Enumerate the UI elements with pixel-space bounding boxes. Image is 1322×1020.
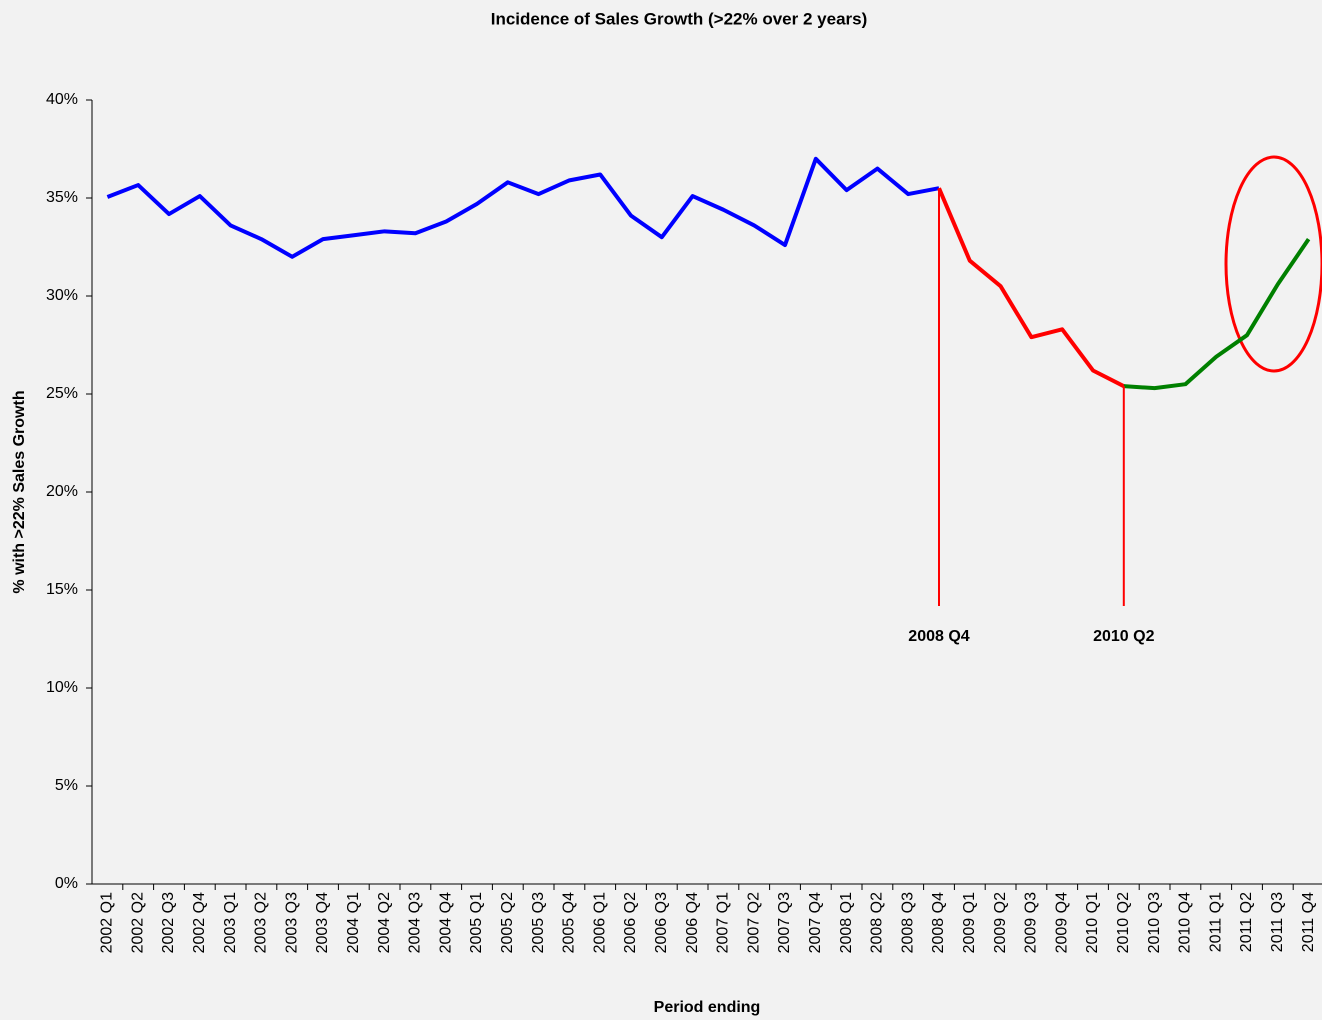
x-tick-label: 2004 Q4	[437, 892, 454, 953]
y-tick-label: 0%	[55, 875, 78, 892]
x-tick-label: 2006 Q3	[653, 892, 670, 953]
x-tick-label: 2008 Q1	[838, 892, 855, 953]
x-tick-label: 2011 Q2	[1238, 892, 1255, 952]
annotation-label: 2008 Q4	[908, 628, 969, 645]
y-tick-label: 25%	[46, 385, 78, 402]
x-tick-label: 2005 Q1	[468, 892, 485, 953]
x-tick-label: 2006 Q2	[622, 892, 639, 953]
x-tick-label: 2007 Q3	[776, 892, 793, 953]
x-tick-label: 2008 Q4	[930, 892, 947, 953]
y-tick-label: 20%	[46, 483, 78, 500]
x-tick-label: 2009 Q2	[992, 892, 1009, 953]
y-tick-label: 10%	[46, 679, 78, 696]
annotation-label: 2010 Q2	[1093, 628, 1154, 645]
x-tick-label: 2009 Q3	[1023, 892, 1040, 953]
y-tick-label: 30%	[46, 287, 78, 304]
line-series	[1123, 238, 1311, 391]
x-tick-label: 2004 Q2	[376, 892, 393, 953]
line-series	[937, 187, 1125, 388]
line-series	[106, 156, 940, 259]
x-tick-label: 2005 Q4	[561, 892, 578, 953]
x-tick-label: 2008 Q2	[869, 892, 886, 953]
x-tick-label: 2010 Q4	[1177, 892, 1194, 953]
x-tick-label: 2002 Q4	[191, 892, 208, 953]
x-tick-label: 2002 Q2	[129, 892, 146, 953]
x-tick-label: 2005 Q3	[530, 892, 547, 953]
x-tick-label: 2003 Q3	[283, 892, 300, 953]
x-tick-label: 2002 Q1	[99, 892, 116, 953]
y-tick-label: 5%	[55, 777, 78, 794]
x-tick-label: 2002 Q3	[160, 892, 177, 953]
x-tick-label: 2011 Q1	[1207, 892, 1224, 952]
x-tick-label: 2003 Q2	[253, 892, 270, 953]
x-tick-label: 2004 Q3	[407, 892, 424, 953]
x-tick-label: 2009 Q4	[1053, 892, 1070, 953]
x-tick-label: 2006 Q1	[591, 892, 608, 953]
x-tick-label: 2009 Q1	[961, 892, 978, 953]
y-tick-label: 15%	[46, 581, 78, 598]
x-tick-label: 2010 Q2	[1115, 892, 1132, 953]
x-tick-label: 2008 Q3	[899, 892, 916, 953]
x-tick-label: 2005 Q2	[499, 892, 516, 953]
x-tick-label: 2007 Q2	[745, 892, 762, 953]
y-tick-label: 40%	[46, 91, 78, 108]
x-tick-label: 2006 Q4	[684, 892, 701, 953]
x-tick-label: 2004 Q1	[345, 892, 362, 953]
x-tick-label: 2007 Q1	[715, 892, 732, 953]
x-tick-label: 2011 Q4	[1300, 892, 1317, 952]
chart-title: Incidence of Sales Growth (>22% over 2 y…	[491, 9, 868, 28]
x-tick-label: 2010 Q3	[1146, 892, 1163, 953]
x-tick-label: 2003 Q1	[222, 892, 239, 953]
y-tick-label: 35%	[46, 189, 78, 206]
x-tick-label: 2007 Q4	[807, 892, 824, 953]
x-tick-label: 2011 Q3	[1269, 892, 1286, 952]
x-axis-title: Period ending	[654, 999, 761, 1016]
y-axis-title: % with >22% Sales Growth	[11, 390, 28, 593]
highlight-ellipse	[1224, 155, 1322, 373]
x-tick-label: 2003 Q4	[314, 892, 331, 953]
x-tick-label: 2010 Q1	[1084, 892, 1101, 953]
